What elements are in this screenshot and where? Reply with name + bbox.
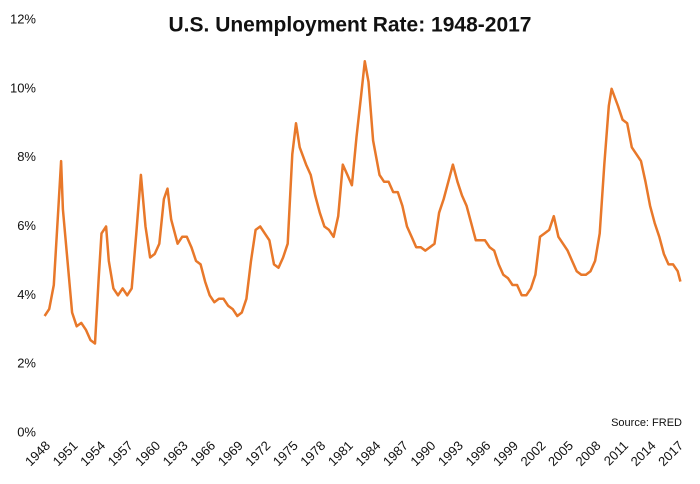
x-tick-label: 1993 [435,438,466,469]
x-tick-label: 1975 [270,438,301,469]
x-tick-label: 1951 [50,438,81,469]
x-tick-label: 2014 [628,438,659,469]
x-tick-label: 2011 [601,438,631,468]
y-tick-label: 10% [10,80,36,95]
x-tick-label: 1969 [215,438,246,469]
y-tick-label: 4% [17,287,36,302]
x-tick-label: 1954 [77,438,108,469]
x-tick-label: 2002 [518,438,549,469]
y-tick-label: 8% [17,149,36,164]
y-tick-label: 0% [17,424,36,439]
x-tick-label: 1984 [352,438,383,469]
x-tick-label: 1960 [132,438,163,469]
y-tick-label: 6% [17,218,36,233]
x-tick-label: 1978 [297,438,328,469]
x-tick-label: 2008 [573,438,604,469]
x-tick-label: 1996 [462,438,493,469]
x-tick-label: 1999 [490,438,521,469]
x-tick-label: 1981 [325,438,356,469]
x-tick-label: 1972 [242,438,273,469]
chart-title: U.S. Unemployment Rate: 1948-2017 [169,14,532,37]
x-tick-label: 1987 [380,438,411,469]
x-tick-label: 2005 [545,438,576,469]
y-tick-label: 2% [17,356,36,371]
line [43,60,682,345]
x-tick-label: 1963 [160,438,191,469]
x-tick-label: 1966 [187,438,218,469]
y-tick-label: 12% [10,11,36,26]
x-tick-label: 1990 [407,438,438,469]
x-tick-label: 1948 [22,438,53,469]
x-tick-label: 1957 [105,438,136,469]
x-tick-label: 2017 [655,438,686,469]
source-note: Source: FRED [611,417,682,429]
